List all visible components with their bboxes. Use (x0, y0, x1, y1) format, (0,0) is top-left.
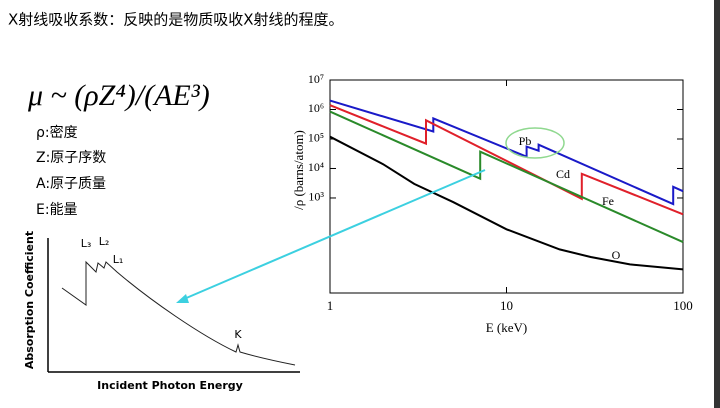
sketch: Absorption Coefficient Incident Photon E… (23, 231, 300, 392)
series-label: Fe (602, 194, 614, 208)
y-axis-label: /ρ (barns/atom) (291, 130, 306, 210)
sketch-y-label: Absorption Coefficient (23, 231, 36, 369)
sketch-curve (61, 260, 296, 366)
y-tick-label: 10⁶ (308, 101, 324, 115)
edge-label: L₃ (81, 237, 92, 250)
y-tick-label: 10⁵ (308, 131, 324, 145)
plot: 10⁷ 10⁶ 10⁵ 10⁴ 10³ 1 10 100 E (keV) /ρ (barns/at… (291, 72, 693, 335)
arrow-head (176, 294, 189, 303)
edge-label: L₂ (99, 235, 110, 248)
definition: Z:原子序数 (36, 150, 106, 166)
series-label: O (612, 248, 621, 262)
y-tick-label: 10³ (308, 190, 324, 204)
definition: A:原子质量 (36, 176, 106, 192)
formula: μ ~ (ρZ⁴)/(AE³) (27, 79, 210, 112)
x-axis-label: E (keV) (486, 320, 528, 335)
definition: E:能量 (36, 202, 78, 218)
series-label: Pb (519, 134, 532, 148)
x-tick-label: 100 (673, 298, 693, 313)
series-line (329, 135, 684, 271)
x-tick-label: 1 (327, 298, 334, 313)
series-line (329, 110, 684, 244)
highlight (505, 127, 565, 159)
edge-label: K (234, 328, 242, 341)
definition: ρ:密度 (36, 124, 78, 141)
y-tick-label: 10⁷ (308, 72, 324, 86)
series-label: Cd (556, 167, 570, 181)
x-tick-label: 10 (500, 298, 513, 313)
y-tick-label: 10⁴ (308, 160, 324, 174)
slide-title: X射线吸收系数：反映的是物质吸收X射线的程度。 (8, 11, 344, 29)
sketch-x-label: Incident Photon Energy (97, 379, 243, 392)
arrow (183, 169, 486, 300)
edge-label: L₁ (113, 253, 124, 266)
edge (714, 0, 720, 408)
series-line (329, 104, 684, 216)
